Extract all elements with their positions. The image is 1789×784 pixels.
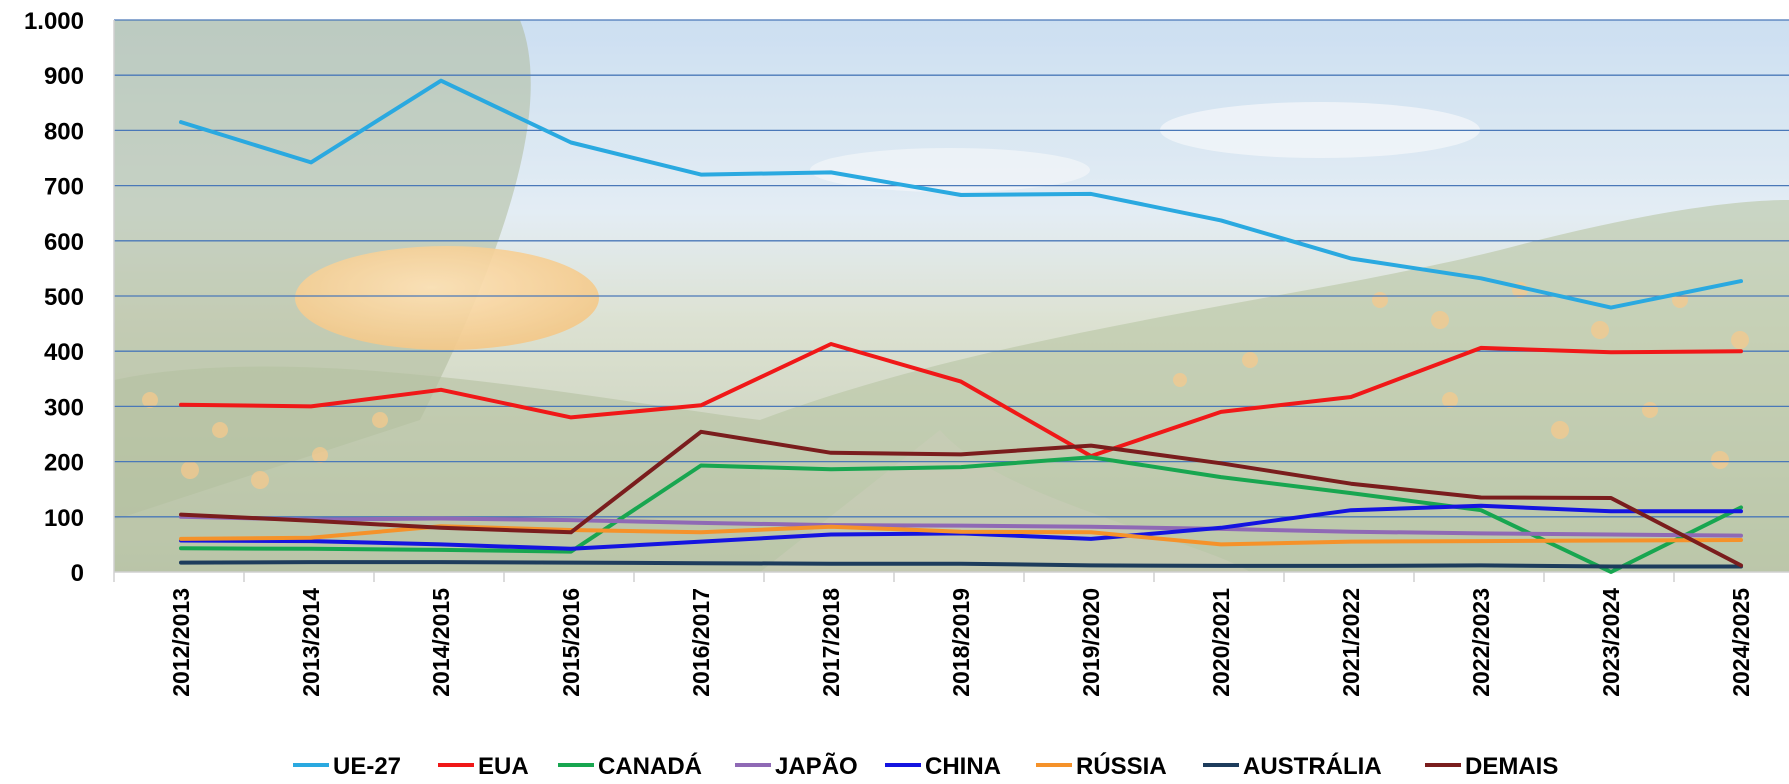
legend-item-rússia: RÚSSIA xyxy=(1036,752,1167,780)
y-tick-label: 700 xyxy=(44,174,84,201)
series-line-ue-27 xyxy=(179,78,1743,310)
legend-item-eua: EUA xyxy=(438,753,529,780)
series-line-canadá xyxy=(179,455,1743,574)
x-tick-label: 2024/2025 xyxy=(1728,588,1754,697)
x-tick-label: 2016/2017 xyxy=(688,588,714,697)
gridlines xyxy=(114,19,1789,518)
axes xyxy=(113,20,1789,582)
x-tick-label: 2015/2016 xyxy=(558,588,584,697)
x-tick-label: 2017/2018 xyxy=(818,588,844,697)
x-tick-label: 2019/2020 xyxy=(1078,588,1104,697)
legend-label: JAPÃO xyxy=(775,752,858,779)
legend-label: EUA xyxy=(478,753,529,779)
y-tick-label: 900 xyxy=(44,63,84,90)
y-tick-label: 400 xyxy=(44,339,84,366)
y-tick-label: 800 xyxy=(44,118,84,145)
series-line-demais xyxy=(179,429,1743,568)
legend-label: UE-27 xyxy=(333,753,401,779)
series-line-austrália xyxy=(179,560,1743,569)
x-tick-label: 2020/2021 xyxy=(1208,588,1234,697)
legend-label: AUSTRÁLIA xyxy=(1243,752,1382,779)
legend: UE-27 EUA CANADÁ JAPÃO CHINA RÚSSIA AUSTRÁLIA D… xyxy=(293,752,1558,780)
y-axis-ticks: 0 100 200 300 400 500 600 700 800 900 1.000 xyxy=(24,8,84,587)
x-tick-label: 2022/2023 xyxy=(1468,588,1494,697)
legend-item-japão: JAPÃO xyxy=(735,752,858,780)
y-tick-label: 200 xyxy=(44,450,84,477)
x-tick-label: 2014/2015 xyxy=(428,588,454,697)
x-axis-ticks: 2012/2013 2013/2014 2014/2015 2015/2016 2016… xyxy=(168,588,1754,697)
x-tick-label: 2018/2019 xyxy=(948,588,974,697)
legend-label: CHINA xyxy=(925,753,1001,779)
legend-label: CANADÁ xyxy=(598,752,702,779)
y-tick-label: 1.000 xyxy=(24,8,84,35)
series-line-japão xyxy=(179,514,1743,538)
legend-item-austrália: AUSTRÁLIA xyxy=(1203,752,1382,780)
y-tick-label: 100 xyxy=(44,505,84,532)
legend-label: RÚSSIA xyxy=(1076,752,1167,779)
legend-item-ue-27: UE-27 xyxy=(293,753,401,780)
x-tick-label: 2012/2013 xyxy=(168,588,194,697)
y-tick-label: 300 xyxy=(44,394,84,421)
legend-item-china: CHINA xyxy=(885,753,1001,780)
x-tick-label: 2021/2022 xyxy=(1338,588,1364,697)
x-tick-label: 2023/2024 xyxy=(1598,588,1624,697)
y-tick-label: 0 xyxy=(71,560,84,587)
legend-item-demais: DEMAIS xyxy=(1425,753,1558,780)
series-line-eua xyxy=(179,342,1743,459)
x-tick-label: 2013/2014 xyxy=(298,588,324,697)
legend-label: DEMAIS xyxy=(1465,753,1558,779)
y-tick-label: 500 xyxy=(44,284,84,311)
legend-item-canadá: CANADÁ xyxy=(558,752,702,780)
series-lines xyxy=(179,78,1743,574)
y-tick-label: 600 xyxy=(44,229,84,256)
